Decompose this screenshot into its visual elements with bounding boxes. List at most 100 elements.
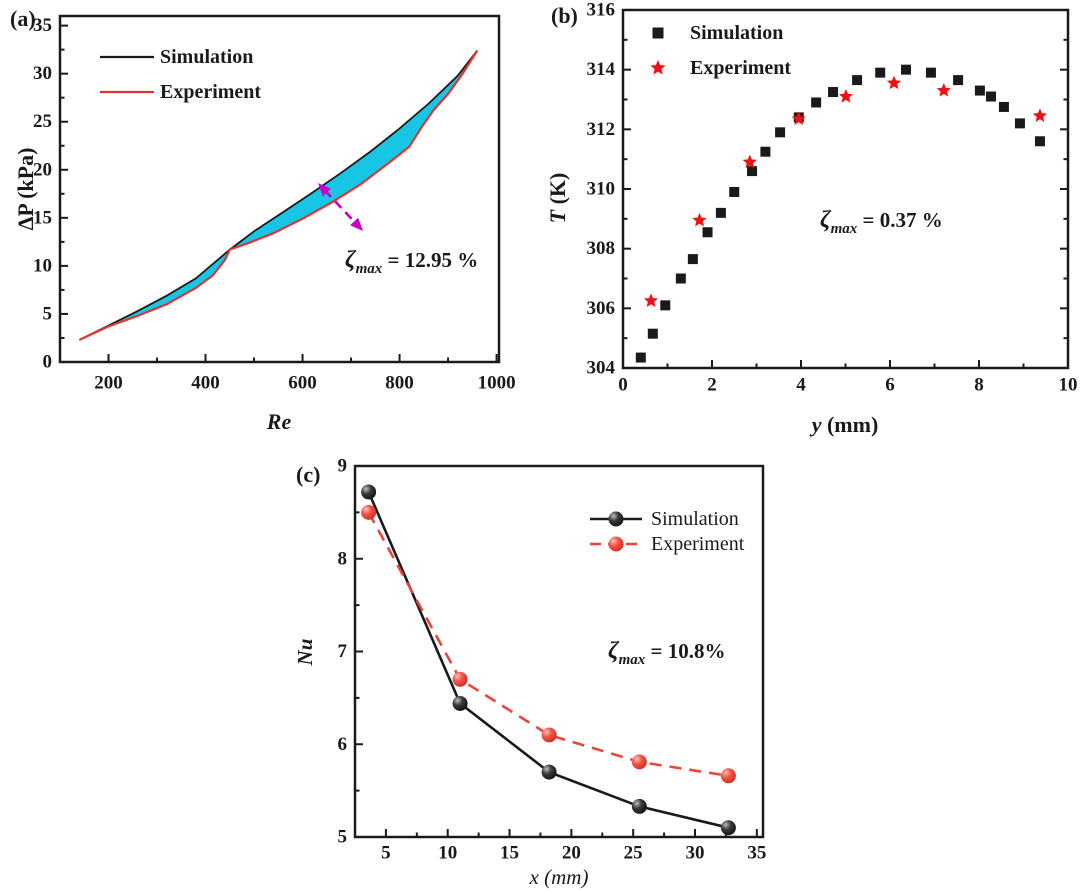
simulation-point xyxy=(720,820,736,836)
simulation-point xyxy=(852,75,863,86)
y-tick-label: 15 xyxy=(33,207,52,228)
annotation-text: ζmax = 0.37 % xyxy=(820,207,943,237)
x-tick-label: 600 xyxy=(288,373,317,394)
panel-c-label: (c) xyxy=(296,462,321,487)
legend-label-simulation: Simulation xyxy=(651,508,739,530)
y-tick-label: 25 xyxy=(33,111,52,132)
panel-b-temperature-vs-y: (b) 0 2 4 6 8 10 304 306 308 310 312 314 316 y (mm) T … xyxy=(540,0,1080,445)
annotation-zeta-max: ζmax = 12.95 % xyxy=(345,247,478,277)
chart-b-canvas: 0 2 4 6 8 10 304 306 308 310 312 314 316 y (mm) T (K) S… xyxy=(545,0,1078,437)
experiment-point xyxy=(631,754,647,770)
legend-label-experiment: Experiment xyxy=(651,533,745,555)
simulation-point xyxy=(675,273,686,284)
axis-label: Nu xyxy=(293,639,317,667)
panel-b-label: (b) xyxy=(551,3,578,28)
y-tick-label: 20 xyxy=(33,159,52,180)
simulation-point xyxy=(715,207,726,218)
y-tick-label: 5 xyxy=(43,303,53,324)
axis-label: Re xyxy=(266,409,292,434)
y-tick-label: 304 xyxy=(587,358,616,379)
axes: 5 10 15 20 25 30 35 5 6 7 8 9 x (mm) Nu xyxy=(293,456,766,890)
experiment-point xyxy=(838,89,854,103)
simulation-point xyxy=(631,798,647,814)
x-tick-label: 20 xyxy=(562,843,581,864)
x-tick-label: 8 xyxy=(974,375,984,396)
legend: Simulation Experiment xyxy=(100,46,261,103)
y-tick-label: 6 xyxy=(338,734,348,755)
x-tick-label: 0 xyxy=(618,375,628,396)
x-tick-label: 1000 xyxy=(478,373,516,394)
experiment-line xyxy=(367,511,729,778)
axis-label: y (mm) xyxy=(809,412,879,437)
annotation-zeta-max: ζmax = 10.8% xyxy=(608,638,725,668)
x-tick-label: 400 xyxy=(191,373,220,394)
arrow-head xyxy=(350,217,363,231)
simulation-point xyxy=(775,127,786,138)
simulation-point xyxy=(811,97,822,108)
x-tick-label: 15 xyxy=(500,843,519,864)
axes: 200 400 600 800 1000 0 5 10 15 20 25 30 35 Re ΔP (kPa) xyxy=(13,14,516,434)
y-tick-label: 0 xyxy=(43,352,53,373)
simulation-point xyxy=(875,67,886,78)
simulation-point xyxy=(647,328,658,339)
legend-label-simulation: Simulation xyxy=(160,46,253,68)
chart-a-canvas: 200 400 600 800 1000 0 5 10 15 20 25 30 35 Re ΔP (kPa)… xyxy=(13,14,516,434)
experiment-point xyxy=(791,111,806,125)
simulation-point xyxy=(925,67,936,78)
legend: Simulation Experiment xyxy=(590,508,745,555)
simulation-point xyxy=(986,91,997,102)
simulation-point xyxy=(998,101,1009,112)
x-tick-label: 10 xyxy=(1059,375,1078,396)
x-tick-label: 4 xyxy=(796,375,806,396)
y-tick-label: 9 xyxy=(338,456,348,477)
experiment-point xyxy=(936,83,951,97)
axes: 0 2 4 6 8 10 304 306 308 310 312 314 316 y (mm) T (K) xyxy=(545,0,1078,437)
y-tick-label: 8 xyxy=(338,548,348,569)
y-tick-label: 312 xyxy=(587,119,616,140)
experiment-point xyxy=(541,727,557,743)
x-tick-label: 6 xyxy=(885,375,895,396)
y-tick-label: 308 xyxy=(587,238,616,259)
x-tick-label: 35 xyxy=(747,843,766,864)
simulation-point xyxy=(361,484,377,500)
panel-a-pressure-vs-re: (a) 200 400 600 800 1000 0 5 10 15 20 25 30 35 Re ΔP (… xyxy=(0,0,545,445)
y-tick-label: 5 xyxy=(338,827,348,848)
simulation-point xyxy=(747,166,758,177)
legend-label-simulation: Simulation xyxy=(690,22,783,44)
legend-label-experiment: Experiment xyxy=(160,81,261,103)
x-tick-label: 800 xyxy=(385,373,414,394)
simulation-point xyxy=(953,75,964,86)
x-tick-label: 25 xyxy=(624,843,643,864)
axis-label: T (K) xyxy=(545,173,570,224)
plot-frame xyxy=(58,14,501,364)
x-tick-label: 10 xyxy=(438,843,457,864)
chart-c-data xyxy=(361,484,736,836)
simulation-line xyxy=(79,50,478,341)
simulation-point xyxy=(452,695,468,711)
simulation-point xyxy=(760,146,771,157)
y-tick-label: 7 xyxy=(338,641,348,662)
y-tick-label: 10 xyxy=(33,255,52,276)
simulation-point xyxy=(1034,136,1045,147)
legend-ball-marker xyxy=(608,536,624,552)
experiment-point xyxy=(742,154,757,169)
simulation-point xyxy=(901,64,912,75)
simulation-point xyxy=(1014,118,1025,129)
simulation-point xyxy=(541,764,557,780)
simulation-point xyxy=(729,186,740,197)
y-tick-label: 316 xyxy=(587,0,616,21)
y-tick-label: 35 xyxy=(33,15,52,36)
y-tick-label: 314 xyxy=(587,59,616,80)
annotation-text: ζmax = 10.8% xyxy=(608,638,725,668)
arrow-head xyxy=(318,183,331,197)
experiment-line xyxy=(78,50,479,341)
x-tick-label: 5 xyxy=(381,843,391,864)
deviation-band xyxy=(79,50,478,340)
simulation-point xyxy=(635,352,646,363)
panel-c-nusselt-vs-x: (c) 5 10 15 20 25 30 35 5 6 7 8 9 x (mm) Nu Simulation… xyxy=(250,440,850,892)
experiment-point xyxy=(692,212,707,227)
simulation-point xyxy=(974,85,985,96)
experiment-point xyxy=(452,671,468,687)
axis-label: x (mm) xyxy=(529,865,589,889)
